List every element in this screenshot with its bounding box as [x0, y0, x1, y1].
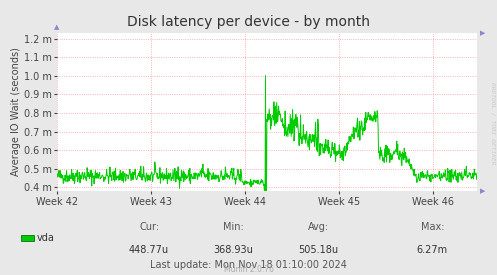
Text: vda: vda — [36, 233, 54, 243]
Text: RRDTOOL / TOBI OETIKER: RRDTOOL / TOBI OETIKER — [491, 82, 496, 165]
Text: Avg:: Avg: — [308, 222, 329, 232]
Text: 448.77u: 448.77u — [129, 245, 169, 255]
Text: Cur:: Cur: — [139, 222, 159, 232]
Text: ▶: ▶ — [480, 30, 485, 36]
Text: Min:: Min: — [223, 222, 244, 232]
Text: Munin 2.0.76: Munin 2.0.76 — [224, 265, 273, 274]
Text: Max:: Max: — [420, 222, 444, 232]
Text: Last update: Mon Nov 18 01:10:00 2024: Last update: Mon Nov 18 01:10:00 2024 — [150, 260, 347, 270]
Text: 368.93u: 368.93u — [214, 245, 253, 255]
Text: Disk latency per device - by month: Disk latency per device - by month — [127, 15, 370, 29]
Text: ▲: ▲ — [55, 24, 60, 30]
Text: 6.27m: 6.27m — [417, 245, 448, 255]
Text: ▶: ▶ — [480, 188, 485, 194]
Text: 505.18u: 505.18u — [298, 245, 338, 255]
Y-axis label: Average IO Wait (seconds): Average IO Wait (seconds) — [11, 48, 21, 177]
